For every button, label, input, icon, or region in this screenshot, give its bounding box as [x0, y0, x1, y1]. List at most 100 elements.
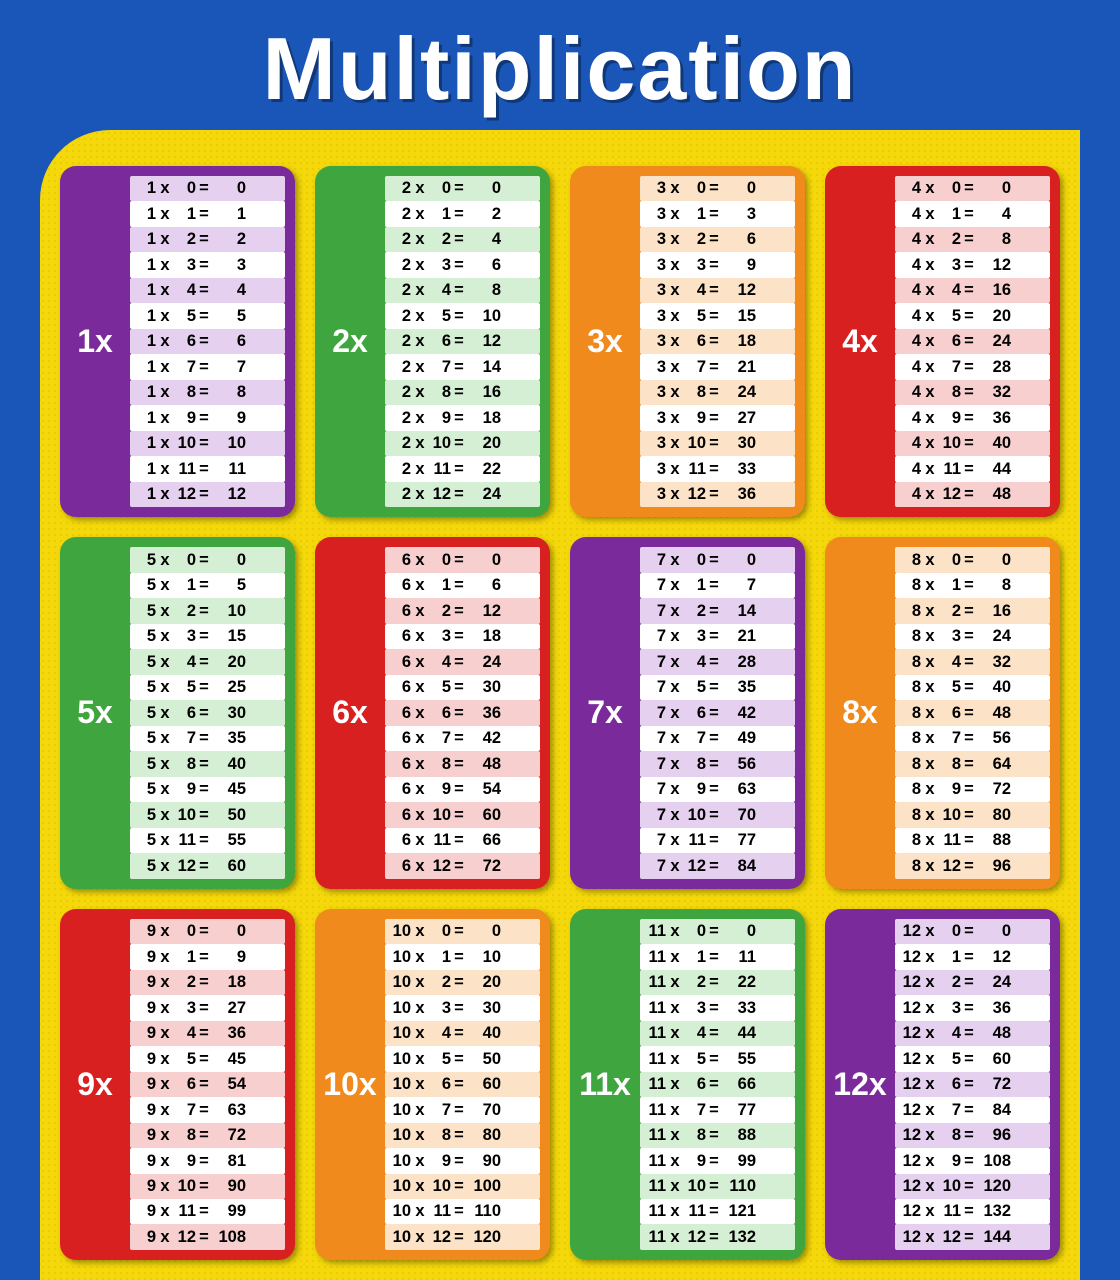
table-row: 8x12=96 — [895, 853, 1050, 878]
table-row: 2x12=24 — [385, 482, 540, 507]
table-label: 2x — [315, 166, 385, 517]
table-row: 6x8=48 — [385, 751, 540, 776]
table-row: 10x10=100 — [385, 1174, 540, 1199]
table-row: 11x11=121 — [640, 1199, 795, 1224]
table-row: 10x4=40 — [385, 1021, 540, 1046]
table-row: 10x1=10 — [385, 944, 540, 969]
table-row: 1x7=7 — [130, 354, 285, 379]
table-row: 8x2=16 — [895, 598, 1050, 623]
table-row: 9x12=108 — [130, 1224, 285, 1249]
table-row: 8x0=0 — [895, 547, 1050, 572]
table-row: 4x12=48 — [895, 482, 1050, 507]
table-card-1: 1x1x0=01x1=11x2=21x3=31x4=41x5=51x6=61x7… — [60, 166, 295, 517]
table-row: 3x3=9 — [640, 252, 795, 277]
table-row: 7x2=14 — [640, 598, 795, 623]
table-row: 7x12=84 — [640, 853, 795, 878]
table-row: 7x8=56 — [640, 751, 795, 776]
table-row: 7x3=21 — [640, 624, 795, 649]
table-row: 7x1=7 — [640, 573, 795, 598]
table-row: 1x1=1 — [130, 201, 285, 226]
poster-title: Multiplication — [0, 0, 1120, 120]
table-row: 4x4=16 — [895, 278, 1050, 303]
table-row: 2x9=18 — [385, 405, 540, 430]
table-row: 12x7=84 — [895, 1097, 1050, 1122]
table-row: 6x12=72 — [385, 853, 540, 878]
table-label: 12x — [825, 909, 895, 1260]
table-row: 9x3=27 — [130, 995, 285, 1020]
table-row: 6x3=18 — [385, 624, 540, 649]
table-row: 5x1=5 — [130, 573, 285, 598]
table-row: 12x9=108 — [895, 1148, 1050, 1173]
table-row: 11x9=99 — [640, 1148, 795, 1173]
table-row: 5x11=55 — [130, 828, 285, 853]
table-row: 9x2=18 — [130, 970, 285, 995]
table-rows: 2x0=02x1=22x2=42x3=62x4=82x5=102x6=122x7… — [385, 166, 550, 517]
table-row: 1x11=11 — [130, 456, 285, 481]
table-row: 8x4=32 — [895, 649, 1050, 674]
table-row: 1x4=4 — [130, 278, 285, 303]
table-row: 9x10=90 — [130, 1174, 285, 1199]
table-card-11: 11x11x0=011x1=1111x2=2211x3=3311x4=4411x… — [570, 909, 805, 1260]
table-row: 2x1=2 — [385, 201, 540, 226]
table-row: 9x8=72 — [130, 1123, 285, 1148]
table-row: 12x5=60 — [895, 1046, 1050, 1071]
tables-grid: 1x1x0=01x1=11x2=21x3=31x4=41x5=51x6=61x7… — [60, 166, 1060, 1260]
table-row: 8x3=24 — [895, 624, 1050, 649]
table-row: 4x2=8 — [895, 227, 1050, 252]
table-rows: 7x0=07x1=77x2=147x3=217x4=287x5=357x6=42… — [640, 537, 805, 888]
table-card-12: 12x12x0=012x1=1212x2=2412x3=3612x4=4812x… — [825, 909, 1060, 1260]
table-row: 3x6=18 — [640, 329, 795, 354]
table-rows: 4x0=04x1=44x2=84x3=124x4=164x5=204x6=244… — [895, 166, 1060, 517]
table-label: 8x — [825, 537, 895, 888]
table-row: 3x7=21 — [640, 354, 795, 379]
table-row: 11x12=132 — [640, 1224, 795, 1249]
table-rows: 5x0=05x1=55x2=105x3=155x4=205x5=255x6=30… — [130, 537, 295, 888]
table-row: 9x6=54 — [130, 1072, 285, 1097]
table-rows: 10x0=010x1=1010x2=2010x3=3010x4=4010x5=5… — [385, 909, 550, 1260]
table-row: 11x2=22 — [640, 970, 795, 995]
table-row: 3x9=27 — [640, 405, 795, 430]
table-row: 12x2=24 — [895, 970, 1050, 995]
table-row: 4x10=40 — [895, 431, 1050, 456]
table-row: 10x2=20 — [385, 970, 540, 995]
table-card-7: 7x7x0=07x1=77x2=147x3=217x4=287x5=357x6=… — [570, 537, 805, 888]
table-row: 9x1=9 — [130, 944, 285, 969]
table-row: 8x6=48 — [895, 700, 1050, 725]
table-row: 10x6=60 — [385, 1072, 540, 1097]
table-row: 11x8=88 — [640, 1123, 795, 1148]
table-row: 11x10=110 — [640, 1174, 795, 1199]
table-row: 12x4=48 — [895, 1021, 1050, 1046]
table-row: 7x11=77 — [640, 828, 795, 853]
table-row: 11x0=0 — [640, 919, 795, 944]
table-row: 4x5=20 — [895, 303, 1050, 328]
table-row: 4x6=24 — [895, 329, 1050, 354]
table-row: 10x8=80 — [385, 1123, 540, 1148]
table-card-6: 6x6x0=06x1=66x2=126x3=186x4=246x5=306x6=… — [315, 537, 550, 888]
table-row: 6x2=12 — [385, 598, 540, 623]
table-row: 5x7=35 — [130, 726, 285, 751]
table-label: 7x — [570, 537, 640, 888]
table-card-10: 10x10x0=010x1=1010x2=2010x3=3010x4=4010x… — [315, 909, 550, 1260]
table-rows: 8x0=08x1=88x2=168x3=248x4=328x5=408x6=48… — [895, 537, 1060, 888]
table-row: 9x7=63 — [130, 1097, 285, 1122]
table-row: 3x12=36 — [640, 482, 795, 507]
table-row: 6x4=24 — [385, 649, 540, 674]
table-card-5: 5x5x0=05x1=55x2=105x3=155x4=205x5=255x6=… — [60, 537, 295, 888]
table-row: 3x1=3 — [640, 201, 795, 226]
table-rows: 6x0=06x1=66x2=126x3=186x4=246x5=306x6=36… — [385, 537, 550, 888]
table-row: 1x5=5 — [130, 303, 285, 328]
table-row: 7x9=63 — [640, 777, 795, 802]
table-row: 5x0=0 — [130, 547, 285, 572]
table-row: 1x6=6 — [130, 329, 285, 354]
table-row: 12x3=36 — [895, 995, 1050, 1020]
table-row: 2x8=16 — [385, 380, 540, 405]
table-label: 3x — [570, 166, 640, 517]
table-row: 3x0=0 — [640, 176, 795, 201]
table-card-8: 8x8x0=08x1=88x2=168x3=248x4=328x5=408x6=… — [825, 537, 1060, 888]
table-row: 5x5=25 — [130, 675, 285, 700]
table-row: 12x12=144 — [895, 1224, 1050, 1249]
table-row: 6x9=54 — [385, 777, 540, 802]
table-row: 5x10=50 — [130, 802, 285, 827]
table-row: 7x6=42 — [640, 700, 795, 725]
table-row: 12x0=0 — [895, 919, 1050, 944]
